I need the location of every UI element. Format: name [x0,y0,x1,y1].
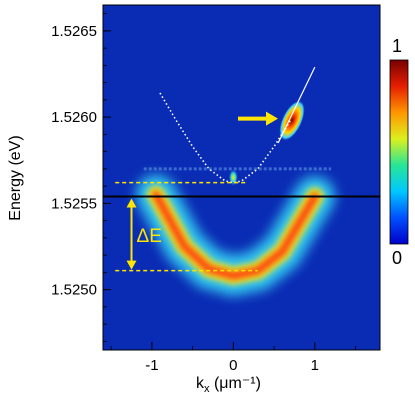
pointer-arrow-head [266,111,279,126]
y-tick-label: 1.5260 [51,109,97,126]
x-tick-label: -1 [145,357,158,374]
x-axis-title-main: k [196,375,205,392]
x-tick-label: 1 [311,357,319,374]
heatmap-content [103,66,380,297]
bright-emission-spot [279,100,305,141]
y-tick-label: 1.5250 [51,282,97,299]
x-axis-title: kx (μm⁻¹) [196,375,261,395]
plot-frame [102,4,381,351]
y-axis-title: Energy (eV) [7,135,24,220]
lower-branch-core [152,190,319,280]
x-tick-label: 0 [229,357,237,374]
x-axis-title-subscript: x [204,383,210,395]
colorbar-min-label: 0 [392,248,402,268]
y-tick-label: 1.5255 [51,195,97,212]
x-axis-title-unit: (μm⁻¹) [210,375,261,392]
y-axis: 1.5265 1.5260 1.5255 1.5250 [51,13,111,342]
dotted-parabola [159,92,292,184]
small-emission-spot [228,168,239,187]
delta-arrow-head-top [126,198,137,208]
colorbar [389,59,409,245]
delta-arrow-head-bottom [126,260,137,270]
colorbar-max-label: 1 [392,36,402,56]
x-axis: -1 0 1 [110,342,356,374]
delta-energy-label: ΔE [137,226,162,247]
solid-fit-line [277,66,316,144]
plot-area [103,5,380,350]
y-tick-label: 1.5265 [51,23,97,40]
